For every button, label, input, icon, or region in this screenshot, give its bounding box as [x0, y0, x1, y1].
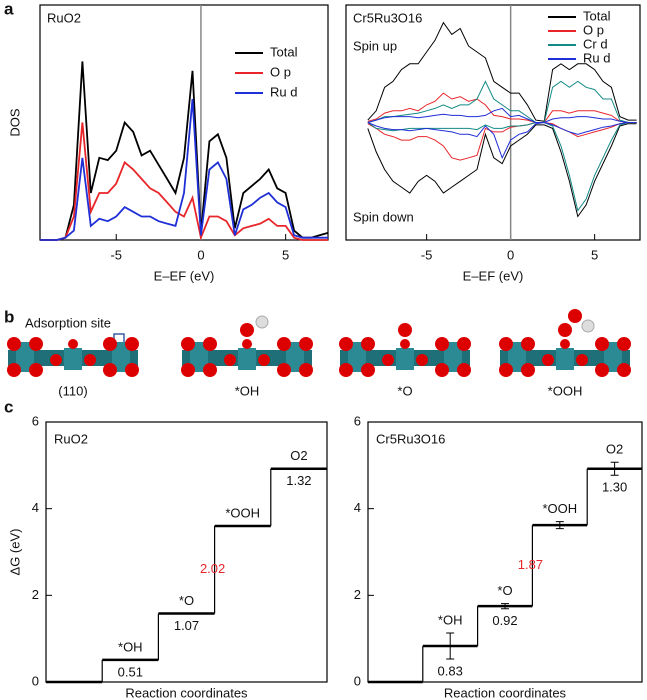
- hydrogen-atom: [581, 319, 595, 333]
- structure-label: *O: [397, 383, 412, 398]
- legend-label: O p: [583, 22, 604, 37]
- y-tick-label: 0: [354, 673, 361, 688]
- dos-line: [367, 122, 637, 212]
- x-axis-label: E–EF (eV): [463, 268, 524, 283]
- step-energy-label: 2.02: [200, 561, 225, 576]
- structure-label: *OH: [235, 383, 260, 398]
- dos-line: [367, 122, 637, 161]
- legend-label: Ru d: [583, 50, 610, 65]
- y-tick-label: 2: [354, 587, 361, 602]
- dos-line: [367, 92, 637, 123]
- error-bar: [555, 521, 564, 530]
- error-bar: [501, 603, 509, 610]
- species-label: O2: [606, 442, 623, 457]
- annotation: Spin up: [353, 38, 397, 53]
- species-label: *OOH: [225, 505, 260, 520]
- structure-label: (110): [58, 383, 87, 398]
- x-tick-label: 0: [197, 247, 204, 262]
- slab: [339, 337, 471, 377]
- slab: [181, 337, 313, 377]
- y-tick-label: 2: [32, 587, 39, 602]
- chart-title: RuO2: [47, 10, 81, 25]
- x-axis-label: Reaction coordinates: [125, 685, 248, 700]
- step-energy-label: 0.92: [492, 613, 517, 628]
- dos-line: [40, 122, 328, 241]
- site-label: Adsorption site: [25, 315, 111, 330]
- oxygen-atom: [568, 309, 582, 323]
- panel-label: a: [4, 0, 14, 18]
- chart-title: RuO2: [54, 431, 88, 446]
- x-tick-label: 0: [507, 247, 514, 262]
- plot-frame: [45, 421, 328, 683]
- oxygen-atom: [398, 323, 412, 337]
- step-energy-label: 0.83: [438, 663, 463, 678]
- y-axis-label: DOS: [7, 108, 22, 137]
- species-label: *OH: [438, 612, 463, 627]
- slab: [499, 337, 631, 377]
- species-label: O2: [290, 448, 307, 463]
- dos-line: [367, 107, 637, 123]
- annotation: Spin down: [353, 209, 414, 224]
- step-energy-label: 1.07: [174, 618, 199, 633]
- step-energy-label: 1.87: [518, 557, 543, 572]
- x-axis-label: Reaction coordinates: [444, 685, 567, 700]
- structure-label: *OOH: [548, 383, 583, 398]
- species-label: *O: [179, 593, 194, 608]
- oxygen-atom: [240, 323, 254, 337]
- species-label: *OH: [118, 639, 143, 654]
- legend-label: Total: [270, 44, 298, 59]
- legend-label: Ru d: [270, 84, 297, 99]
- y-tick-label: 4: [32, 500, 39, 515]
- dos-line: [367, 80, 637, 123]
- step-energy-label: 1.30: [602, 480, 627, 495]
- dos-line: [367, 21, 637, 122]
- error-bar: [446, 632, 455, 660]
- panel-label: c: [4, 397, 13, 416]
- step-energy-label: 0.51: [118, 664, 143, 679]
- x-tick-label: -5: [110, 247, 122, 262]
- x-axis-label: E–EF (eV): [154, 268, 215, 283]
- panel-label: b: [4, 307, 14, 326]
- legend-label: Cr d: [583, 36, 608, 51]
- x-tick-label: 5: [591, 247, 598, 262]
- x-tick-label: 5: [282, 247, 289, 262]
- hydrogen-atom: [255, 315, 269, 329]
- y-tick-label: 6: [32, 413, 39, 428]
- slab: [7, 337, 139, 377]
- legend-label: O p: [270, 64, 291, 79]
- plot-frame: [345, 4, 641, 241]
- chart-title: Cr5Ru3O16: [353, 10, 422, 25]
- dos-line: [367, 121, 637, 160]
- y-tick-label: 0: [32, 673, 39, 688]
- dos-line: [367, 123, 637, 218]
- y-tick-label: 4: [354, 500, 361, 515]
- plot-frame: [367, 421, 643, 683]
- dos-line: [40, 98, 328, 241]
- step-energy-label: 1.32: [286, 473, 311, 488]
- x-tick-label: -5: [421, 247, 433, 262]
- species-label: *O: [497, 583, 512, 598]
- plot-frame: [39, 4, 329, 241]
- dos-line: [40, 61, 329, 241]
- y-axis-label: ΔG (eV): [7, 529, 22, 576]
- chart-title: Cr5Ru3O16: [376, 431, 445, 446]
- error-bar: [610, 461, 619, 476]
- legend-label: Total: [583, 8, 611, 23]
- y-tick-label: 6: [354, 413, 361, 428]
- species-label: *OOH: [542, 501, 577, 516]
- oxygen-atom: [558, 323, 572, 337]
